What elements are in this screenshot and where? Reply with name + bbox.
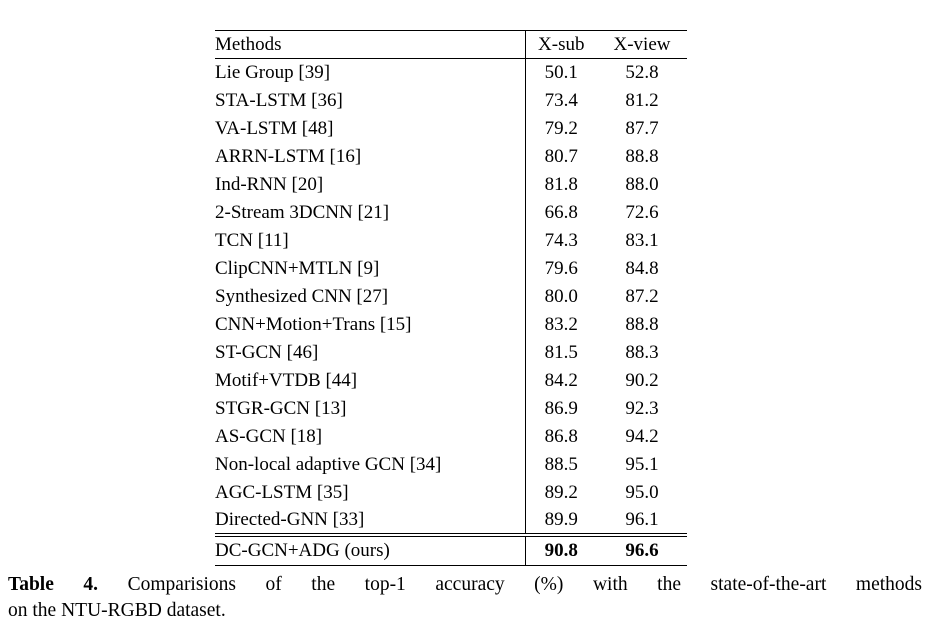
method-cell: STGR-GCN [13]	[215, 397, 347, 419]
xsub-cell: 86.9	[524, 394, 597, 423]
xsub-cell: 79.6	[524, 254, 597, 283]
xsub-cell: 84.2	[524, 366, 597, 395]
xsub-cell: 81.8	[524, 170, 597, 199]
xsub-cell: 73.4	[524, 86, 597, 115]
table-row: AS-GCN [18] 86.8 94.2	[215, 422, 687, 451]
results-table-wrap: Methods X-sub X-view Lie Group [39] 50.1…	[215, 30, 687, 566]
table-row-ours: DC-GCN+ADG (ours) 90.8 96.6	[215, 532, 687, 566]
table-row: Lie Group [39] 50.1 52.8	[215, 58, 687, 87]
caption-line-1: Table 4. Comparisions of the top-1 accur…	[8, 572, 922, 598]
xsub-cell: 66.8	[524, 198, 597, 227]
table-body: Lie Group [39] 50.1 52.8 STA-LSTM [36] 7…	[215, 58, 687, 535]
xsub-cell: 89.9	[524, 506, 597, 535]
col-header-xsub: X-sub	[524, 30, 597, 59]
xsub-cell: 50.1	[524, 58, 597, 87]
results-table: Methods X-sub X-view Lie Group [39] 50.1…	[215, 30, 687, 566]
xsub-cell: 89.2	[524, 478, 597, 507]
table-row: 2-Stream 3DCNN [21] 66.8 72.6	[215, 198, 687, 227]
table-caption: Table 4. Comparisions of the top-1 accur…	[8, 572, 922, 624]
xview-cell: 84.8	[625, 257, 659, 279]
xsub-cell: 88.5	[524, 450, 597, 479]
method-cell: 2-Stream 3DCNN [21]	[215, 201, 390, 223]
table-row: Non-local adaptive GCN [34] 88.5 95.1	[215, 450, 687, 479]
method-cell: TCN [11]	[215, 229, 289, 251]
method-cell: ClipCNN+MTLN [9]	[215, 257, 380, 279]
xsub-cell: 90.8	[524, 532, 597, 566]
xview-cell: 81.2	[625, 89, 659, 111]
table-row: VA-LSTM [48] 79.2 87.7	[215, 114, 687, 143]
xview-cell: 92.3	[625, 397, 659, 419]
xview-cell: 83.1	[625, 229, 659, 251]
caption-line-2: on the NTU-RGBD dataset.	[8, 600, 226, 621]
table-row: Motif+VTDB [44] 84.2 90.2	[215, 366, 687, 395]
xview-cell: 88.8	[625, 145, 659, 167]
xsub-cell: 81.5	[524, 338, 597, 367]
xview-cell: 90.2	[625, 369, 659, 391]
table-row: ST-GCN [46] 81.5 88.3	[215, 338, 687, 367]
col-header-methods: Methods	[215, 30, 525, 59]
table-row: ARRN-LSTM [16] 80.7 88.8	[215, 142, 687, 171]
xview-cell: 96.1	[625, 508, 659, 530]
method-cell: AS-GCN [18]	[215, 425, 323, 447]
table-row: STA-LSTM [36] 73.4 81.2	[215, 86, 687, 115]
method-cell: Directed-GNN [33]	[215, 508, 365, 530]
table-header: Methods X-sub X-view	[215, 30, 687, 59]
method-cell: VA-LSTM [48]	[215, 117, 334, 139]
xsub-cell: 83.2	[524, 310, 597, 339]
table-row: STGR-GCN [13] 86.9 92.3	[215, 394, 687, 423]
col-header-xview: X-view	[597, 30, 687, 59]
xsub-cell: 79.2	[524, 114, 597, 143]
table-row: CNN+Motion+Trans [15] 83.2 88.8	[215, 310, 687, 339]
table-row: Ind-RNN [20] 81.8 88.0	[215, 170, 687, 199]
xview-cell: 52.8	[625, 61, 659, 83]
method-cell: AGC-LSTM [35]	[215, 481, 349, 503]
xview-cell: 88.0	[625, 173, 659, 195]
xview-cell: 88.8	[625, 313, 659, 335]
header-row: Methods X-sub X-view	[215, 30, 687, 59]
xview-cell: 72.6	[625, 201, 659, 223]
xview-cell: 95.0	[625, 481, 659, 503]
xview-cell: 87.2	[625, 285, 659, 307]
method-cell: Motif+VTDB [44]	[215, 369, 358, 391]
method-cell: ARRN-LSTM [16]	[215, 145, 362, 167]
table-row: Synthesized CNN [27] 80.0 87.2	[215, 282, 687, 311]
xview-cell: 95.1	[625, 453, 659, 475]
xsub-cell: 80.0	[524, 282, 597, 311]
method-cell: Non-local adaptive GCN [34]	[215, 453, 442, 475]
xsub-cell: 86.8	[524, 422, 597, 451]
method-cell: Ind-RNN [20]	[215, 173, 324, 195]
method-cell: CNN+Motion+Trans [15]	[215, 313, 412, 335]
table-row: Directed-GNN [33] 89.9 96.1	[215, 506, 687, 535]
method-cell: Lie Group [39]	[215, 61, 331, 83]
method-cell: Synthesized CNN [27]	[215, 285, 389, 307]
xsub-cell: 74.3	[524, 226, 597, 255]
table-row: ClipCNN+MTLN [9] 79.6 84.8	[215, 254, 687, 283]
xview-cell: 87.7	[625, 117, 659, 139]
table-row: AGC-LSTM [35] 89.2 95.0	[215, 478, 687, 507]
highlight-row-group: DC-GCN+ADG (ours) 90.8 96.6	[215, 532, 687, 566]
method-cell: ST-GCN [46]	[215, 341, 319, 363]
caption-label: Table 4.	[8, 574, 99, 595]
xview-cell: 96.6	[597, 532, 687, 566]
method-cell: STA-LSTM [36]	[215, 89, 343, 111]
method-cell: DC-GCN+ADG (ours)	[215, 532, 525, 566]
caption-text: Comparisions of the top-1 accuracy (%) w…	[127, 574, 922, 595]
xview-cell: 88.3	[625, 341, 659, 363]
xsub-cell: 80.7	[524, 142, 597, 171]
xview-cell: 94.2	[625, 425, 659, 447]
table-row: TCN [11] 74.3 83.1	[215, 226, 687, 255]
